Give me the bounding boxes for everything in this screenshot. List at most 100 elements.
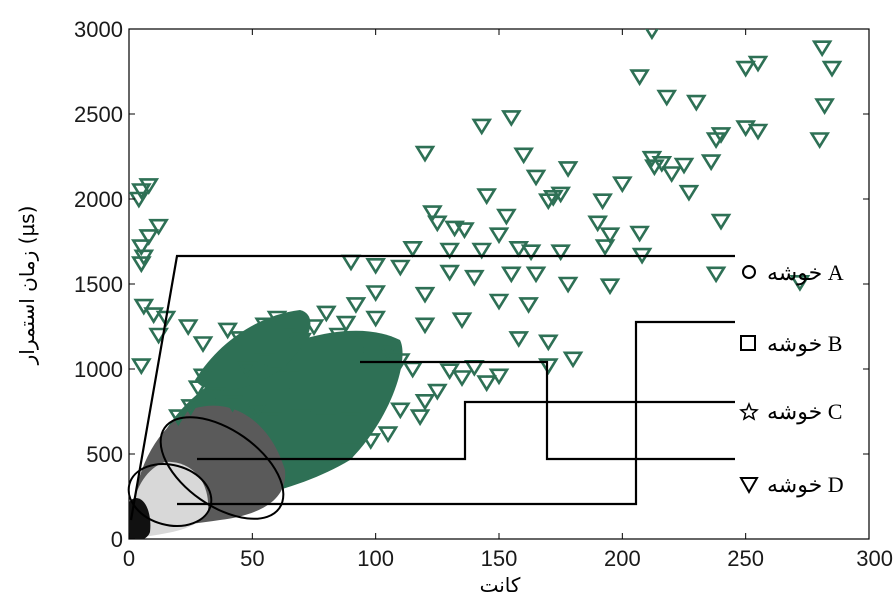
cluster-d-point <box>520 244 542 262</box>
cluster-d-point <box>335 315 357 333</box>
cluster-d-point <box>710 127 732 144</box>
cluster-d-point <box>651 156 673 173</box>
cluster-d-point <box>345 297 367 314</box>
cluster-d-point <box>427 383 448 401</box>
cluster-d-point <box>439 264 460 282</box>
cluster-d-point <box>599 278 621 296</box>
cluster-d-point <box>789 274 811 292</box>
cluster-d-point <box>673 157 695 175</box>
cluster-d-point <box>402 241 423 258</box>
cluster-d-point <box>513 147 534 165</box>
cluster-d-point <box>291 409 312 427</box>
cluster-d-point <box>645 29 659 41</box>
cluster-d-point <box>133 298 155 316</box>
legend-label-d: خوشه D <box>767 472 844 498</box>
cluster-d-point <box>316 414 337 432</box>
x-tick-label: 200 <box>604 546 641 571</box>
cluster-d-point <box>538 193 559 211</box>
cluster-d-point <box>390 402 411 420</box>
cluster-d-point <box>291 332 312 350</box>
cluster-d-point <box>811 40 833 58</box>
legend-marker-square <box>740 335 756 351</box>
cluster-d-point <box>377 342 399 360</box>
cluster-d-point <box>138 178 160 195</box>
cluster-d-point <box>414 393 436 411</box>
cluster-d-point <box>612 176 633 194</box>
cluster-d-point <box>254 353 275 370</box>
y-tick-label: 2500 <box>74 102 123 127</box>
legend-label-c: خوشه C <box>767 399 842 425</box>
cluster-d-point <box>700 154 722 172</box>
x-tick-label: 100 <box>357 546 394 571</box>
cluster-d-point <box>747 123 769 141</box>
cluster-d-point <box>143 307 164 325</box>
cluster-d-point <box>656 89 678 107</box>
cluster-d-point <box>705 266 727 284</box>
cluster-d-point <box>131 256 152 274</box>
cluster-d-point <box>340 443 362 461</box>
x-tick-label: 250 <box>727 546 764 571</box>
y-tick-label: 500 <box>86 442 123 467</box>
cluster-d-point <box>205 387 226 404</box>
cluster-d-point <box>471 242 493 260</box>
cluster-d-point <box>538 334 559 352</box>
leader-line-c <box>197 400 735 461</box>
cluster-d-point <box>508 241 530 258</box>
cluster-d-point <box>488 368 510 386</box>
cluster-d-point <box>710 213 732 231</box>
cluster-d-point <box>538 358 559 376</box>
cluster-d-point <box>377 426 399 444</box>
cluster-d-point <box>328 327 349 345</box>
cluster-d-point <box>427 215 448 233</box>
y-tick-label: 1500 <box>74 272 123 297</box>
cluster-d-point <box>629 225 650 243</box>
cluster-d-point <box>237 361 258 379</box>
cluster-d-point <box>451 312 473 330</box>
cluster-d-point <box>340 412 362 430</box>
cluster-d-point <box>686 94 707 112</box>
leader-line-d <box>177 320 735 506</box>
cluster-d-point <box>644 159 665 177</box>
cluster-d-point <box>814 98 835 115</box>
x-axis-ticks: 0 50 100 150 200 250 300 <box>123 29 893 571</box>
x-tick-label: 0 <box>123 546 135 571</box>
cluster-d-point <box>735 60 756 78</box>
cluster-d-point <box>476 188 497 206</box>
cluster-d-point <box>192 336 214 353</box>
cluster-d-point <box>422 205 443 223</box>
cluster-d-point <box>261 412 283 430</box>
cluster-d-point <box>451 370 473 387</box>
cluster-d-point <box>316 305 337 323</box>
cluster-d-point <box>365 310 386 328</box>
cluster-d-point <box>525 169 547 187</box>
cluster-d-point <box>735 120 756 138</box>
cluster-d-point <box>501 110 522 127</box>
cluster-d-point <box>353 336 374 353</box>
cluster-d-point <box>409 409 431 427</box>
cluster-d-point <box>488 227 510 245</box>
cluster-c-dense-region-upper <box>195 310 311 391</box>
cluster-d-point <box>360 433 382 450</box>
cluster-d-point <box>592 193 613 211</box>
cluster-d-point <box>678 184 700 202</box>
cluster-d-point <box>131 358 152 376</box>
cluster-d-point <box>180 399 201 416</box>
cluster-d-point <box>629 69 650 87</box>
cluster-d-point <box>464 269 485 287</box>
x-tick-label: 300 <box>856 546 893 571</box>
cluster-d-point <box>488 293 510 311</box>
cluster-d-point <box>594 239 616 257</box>
cluster-d-point <box>365 285 386 302</box>
cluster-d-point <box>222 395 243 413</box>
cluster-d-point <box>518 297 539 314</box>
y-tick-label: 2000 <box>74 187 123 212</box>
legend-label-a: خوشه A <box>767 260 844 286</box>
cluster-d-point <box>266 310 288 328</box>
cluster-ellipses <box>127 416 285 527</box>
cluster-d-point <box>155 310 177 328</box>
cluster-d-point <box>177 319 199 336</box>
legend-marker-circle <box>742 265 756 279</box>
cluster-d-point <box>471 118 493 136</box>
cluster-d-point <box>705 132 727 149</box>
